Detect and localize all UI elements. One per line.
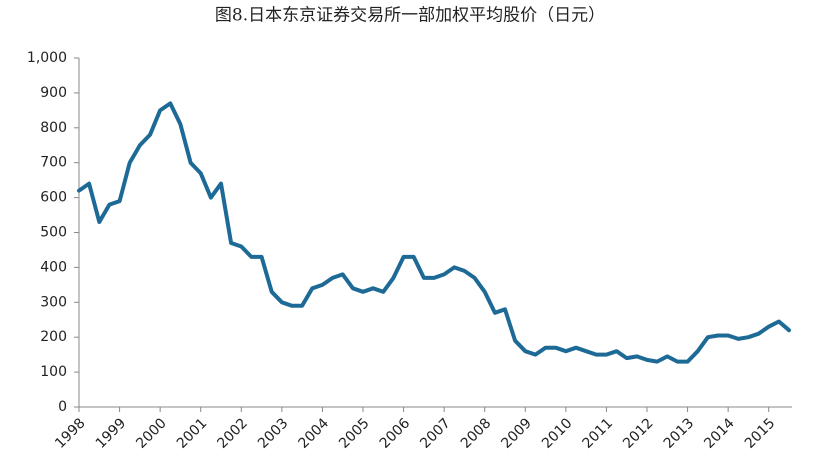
x-tick-label: 2006 bbox=[377, 415, 414, 452]
x-tick-label: 2013 bbox=[661, 415, 698, 452]
y-tick-label: 900 bbox=[40, 85, 67, 101]
x-tick-label: 2000 bbox=[133, 415, 170, 452]
x-tick-label: 2003 bbox=[255, 415, 292, 452]
y-tick-label: 100 bbox=[40, 364, 67, 380]
x-tick-label: 2005 bbox=[336, 415, 373, 452]
x-tick-label: 1999 bbox=[93, 415, 130, 452]
chart-title: 图8.日本东京证券交易所一部加权平均股价（日元） bbox=[215, 6, 605, 26]
y-tick-label: 1,000 bbox=[27, 50, 67, 66]
y-tick-label: 700 bbox=[40, 155, 67, 171]
y-tick-label: 200 bbox=[40, 329, 67, 345]
x-tick-label: 2002 bbox=[214, 415, 251, 452]
x-tick-label: 2004 bbox=[296, 415, 333, 452]
line bbox=[77, 101, 791, 364]
y-tick-label: 0 bbox=[58, 399, 67, 415]
x-tick-label: 2011 bbox=[580, 415, 617, 452]
x-tick-label: 2014 bbox=[701, 415, 738, 452]
x-tick-label: 2009 bbox=[498, 415, 535, 452]
x-tick-label: 2012 bbox=[620, 415, 657, 452]
x-tick-label: 2015 bbox=[742, 415, 779, 452]
y-tick-label: 300 bbox=[40, 294, 67, 310]
x-tick-label: 2007 bbox=[417, 415, 454, 452]
x-tick-label: 1998 bbox=[52, 415, 89, 452]
x-tick-label: 2010 bbox=[539, 415, 576, 452]
x-tick-label: 2001 bbox=[174, 415, 211, 452]
y-tick-label: 600 bbox=[40, 190, 67, 206]
x-tick-label: 2008 bbox=[458, 415, 495, 452]
y-tick-label: 800 bbox=[40, 120, 67, 136]
y-tick-label: 500 bbox=[40, 225, 67, 241]
y-tick-label: 400 bbox=[40, 259, 67, 275]
